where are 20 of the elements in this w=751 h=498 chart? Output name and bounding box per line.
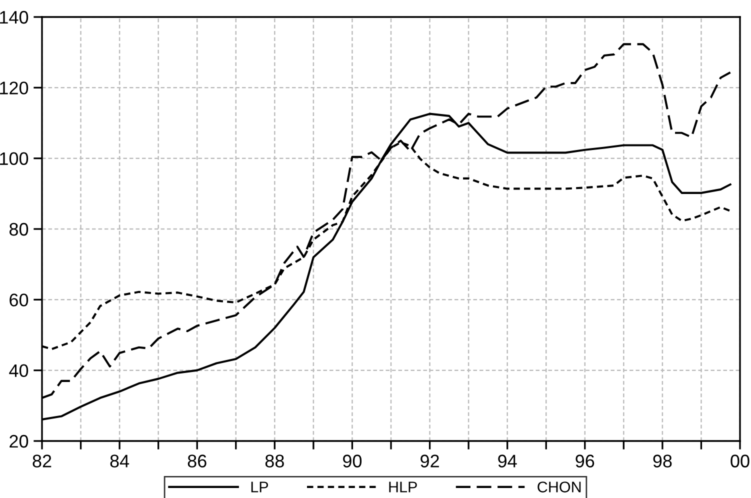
x-tick-label: 82 [32,454,52,468]
y-tick-label: 120 [0,82,28,94]
legend-label: HLP [389,482,417,492]
y-tick-label: 40 [9,364,28,378]
y-tick-label: 100 [0,152,28,166]
x-tick-label: 90 [343,454,362,468]
x-tick-label: 84 [110,454,130,468]
y-tick-label: 80 [10,222,28,236]
legend-label: CHON [538,482,581,492]
x-tick-label: 94 [498,454,517,468]
x-tick-label: 00 [730,454,750,468]
x-tick-label: 92 [420,454,439,468]
x-tick-label: 98 [653,454,672,468]
y-tick-label: 20 [10,434,28,448]
x-tick-label: 96 [576,454,594,468]
legend-label: LP [251,482,268,492]
x-tick-label: 86 [188,454,206,468]
y-tick-label: 60 [10,294,28,306]
x-tick-label: 88 [265,454,284,468]
y-tick-label: 140 [0,10,28,24]
